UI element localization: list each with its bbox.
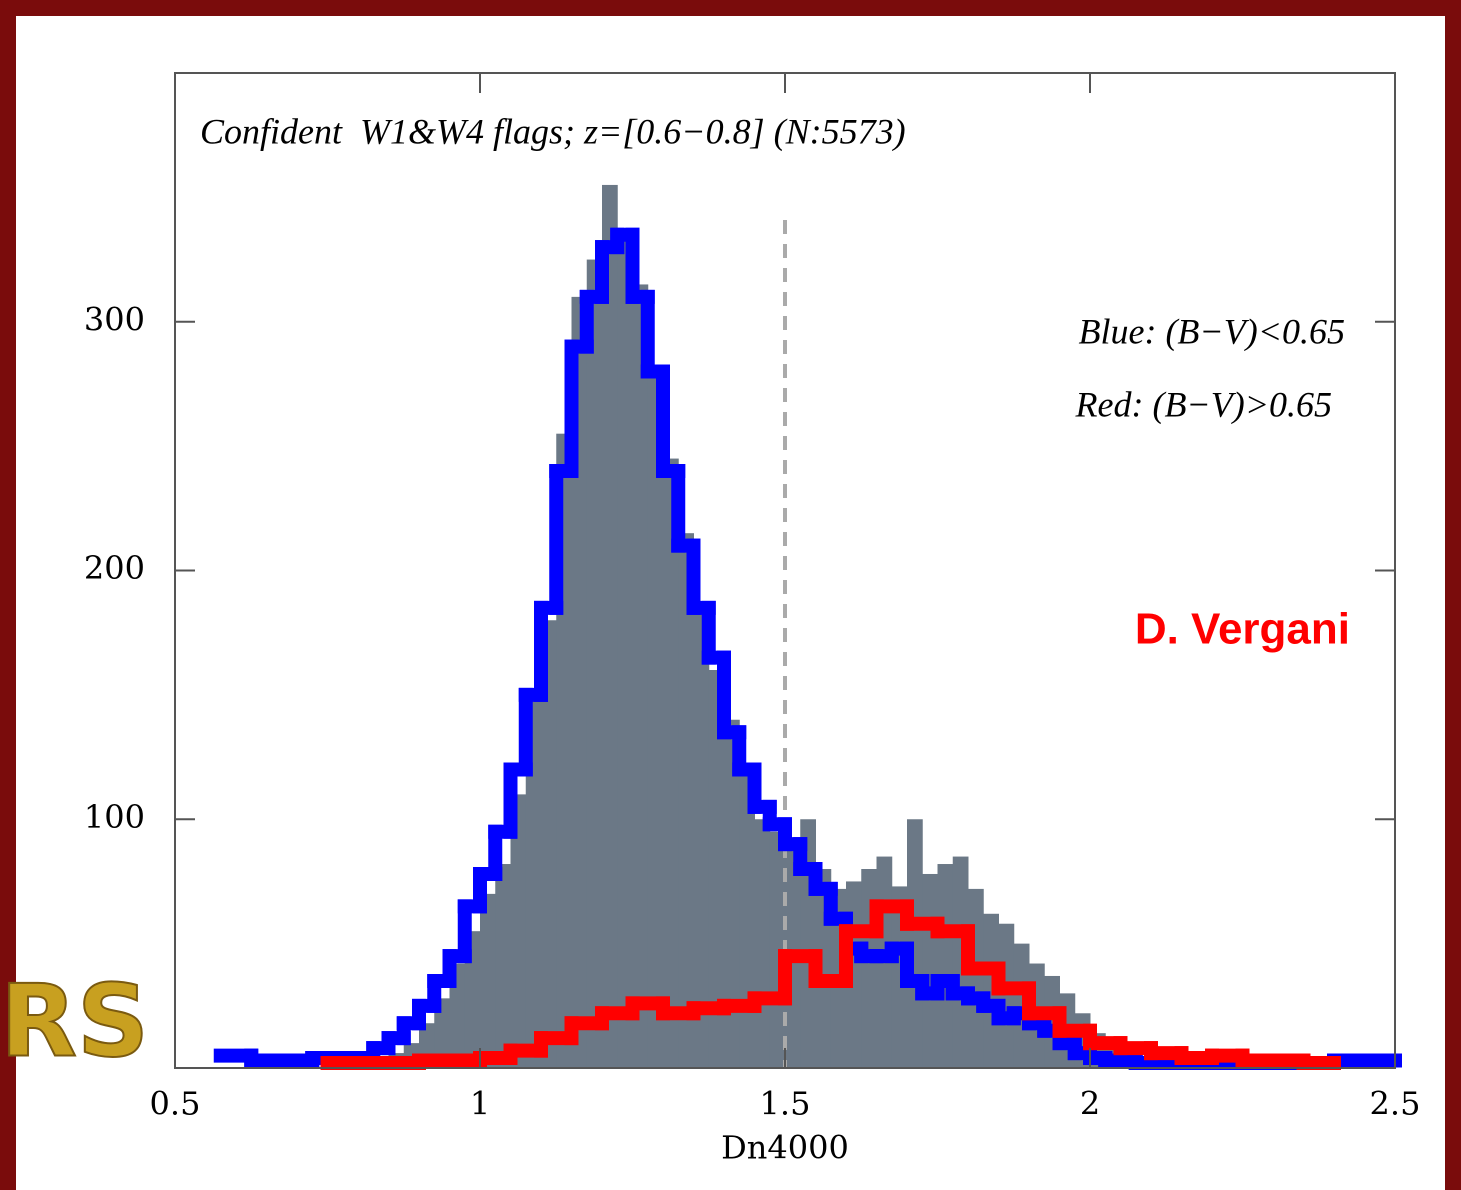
x-tick-label: 2.5 <box>1370 1085 1421 1123</box>
histogram-bar <box>861 869 877 1068</box>
histogram-bar <box>693 607 710 1068</box>
x-axis-label: Dn4000 <box>721 1129 849 1167</box>
annotation: D. Vergani <box>1135 605 1350 654</box>
histogram-bar <box>617 234 633 1068</box>
chart-title: Confident W1&W4 flags; z=[0.6−0.8] (N:55… <box>200 111 906 151</box>
histogram-bar <box>678 533 694 1068</box>
histogram-bar <box>495 864 511 1068</box>
logo: RS <box>0 962 149 1079</box>
histogram-bar <box>647 371 664 1068</box>
histogram-bar <box>449 963 466 1068</box>
histogram-bar <box>769 831 786 1068</box>
histogram-bar <box>1013 943 1030 1068</box>
histogram-bar <box>952 856 969 1068</box>
x-tick-label: 1.5 <box>760 1085 811 1123</box>
y-tick-label: 200 <box>84 549 145 587</box>
histogram-bar <box>632 284 649 1068</box>
histogram-bar <box>998 923 1015 1068</box>
histogram-bar <box>434 998 450 1068</box>
histogram-bar <box>739 769 755 1068</box>
histogram-bar <box>937 864 954 1068</box>
histogram-bar <box>586 259 603 1068</box>
histogram-bar <box>922 873 938 1068</box>
histogram-bar <box>754 819 771 1068</box>
histogram-bar <box>907 819 923 1068</box>
histogram-bar <box>525 694 542 1068</box>
histogram-bar <box>891 886 908 1068</box>
histogram-bar <box>602 184 618 1068</box>
histogram-bar <box>968 888 984 1068</box>
y-tick-label: 300 <box>84 300 145 338</box>
x-tick-label: 0.5 <box>150 1085 201 1123</box>
x-tick-label: 1 <box>470 1085 490 1123</box>
histogram-bar <box>724 719 740 1068</box>
annotation: Red: (B−V)>0.65 <box>1075 384 1333 424</box>
histogram-bar <box>708 670 725 1068</box>
histogram-bar <box>480 893 496 1068</box>
histogram-bar <box>510 794 527 1068</box>
histogram-bar <box>571 296 588 1068</box>
histogram-bar <box>983 913 999 1068</box>
y-tick-label: 100 <box>84 798 145 836</box>
histogram-bar <box>663 458 679 1068</box>
histogram-bar <box>464 931 481 1068</box>
histogram-bar <box>541 620 557 1068</box>
x-tick-label: 2 <box>1080 1085 1100 1123</box>
annotation: Blue: (B−V)<0.65 <box>1078 311 1345 351</box>
